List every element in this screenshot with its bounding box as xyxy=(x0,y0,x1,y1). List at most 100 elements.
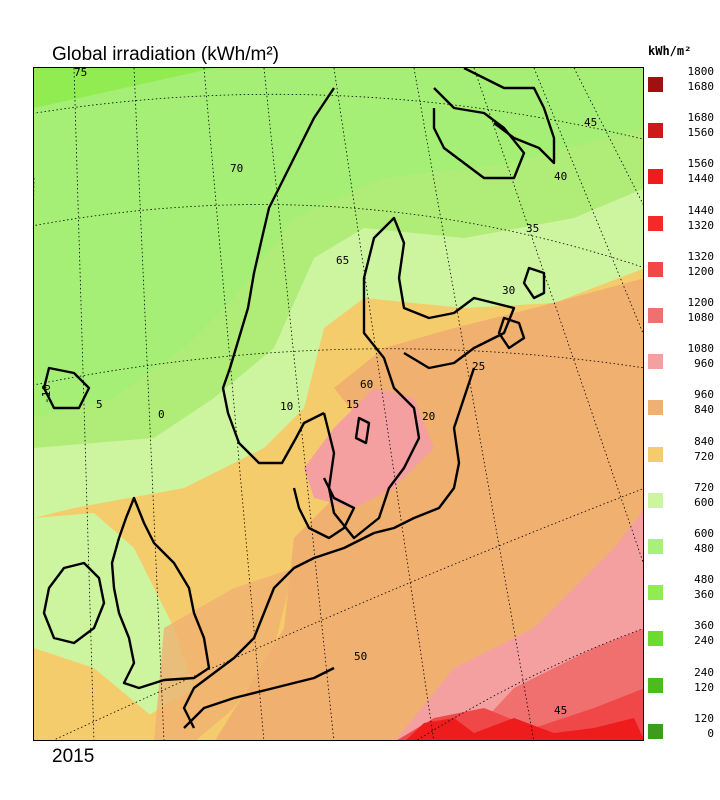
graticule xyxy=(34,68,643,740)
zone-480-600 xyxy=(34,68,643,478)
lat-label-50: 50 xyxy=(354,650,367,663)
coast-norway xyxy=(221,87,335,465)
coast-germany-netherlands xyxy=(182,531,375,729)
lon-5 xyxy=(73,68,95,740)
legend-upper-value: 1320 xyxy=(687,249,715,263)
legend-swatch xyxy=(648,631,663,647)
legend-upper-value: 240 xyxy=(694,665,714,679)
legend-lower-value: 1680 xyxy=(687,80,715,93)
coast-sweden-finland xyxy=(322,216,516,540)
lat-70 xyxy=(34,93,643,140)
legend-upper-value: 840 xyxy=(694,434,714,448)
lat-label-70: 70 xyxy=(230,162,243,175)
legend-upper-value: 480 xyxy=(694,573,714,587)
lon-label-m10: -10 xyxy=(40,384,53,404)
legend-lower-value: 720 xyxy=(694,449,714,463)
lon-20 xyxy=(333,68,435,740)
coast-ireland xyxy=(42,561,106,645)
graticule-labels: 75 70 65 60 50 45 40 45 -10 5 0 10 15 20… xyxy=(40,68,597,717)
legend-item: 840 720 xyxy=(646,434,718,476)
lon-label-20: 20 xyxy=(422,410,435,423)
legend-swatch xyxy=(648,723,663,739)
legend-upper-value: 1440 xyxy=(687,203,715,217)
zone-720-840 xyxy=(34,648,191,740)
legend-item: 1080 960 xyxy=(646,343,718,383)
legend-lower-value: 360 xyxy=(694,588,714,602)
legend-item: 720 600 xyxy=(646,481,718,522)
legend-swatch xyxy=(648,539,663,554)
legend-swatch xyxy=(648,354,663,370)
coast-great-britain xyxy=(110,496,211,690)
legend-swatch xyxy=(648,123,663,139)
lon-15 xyxy=(263,68,335,740)
lat-label-45: 45 xyxy=(554,704,567,717)
legend-item: 360 240 xyxy=(646,620,718,660)
lon-0 xyxy=(133,68,165,740)
legend-swatch xyxy=(648,308,663,323)
lat-label-40: 40 xyxy=(554,170,567,183)
coastlines xyxy=(42,68,556,729)
coast-lake-ladoga xyxy=(497,316,526,350)
legend-lower-value: 1080 xyxy=(687,311,715,324)
legend-lower-value: 600 xyxy=(694,495,714,509)
map-svg: 75 70 65 60 50 45 40 45 -10 5 0 10 15 20… xyxy=(34,68,643,740)
legend-upper-value: 600 xyxy=(694,527,714,540)
irradiation-field xyxy=(34,68,643,740)
lat-label-65: 65 xyxy=(336,254,349,267)
legend-swatch xyxy=(648,400,663,416)
legend-swatch xyxy=(648,492,663,508)
legend-unit: kWh/m² xyxy=(648,44,692,58)
coast-gotland xyxy=(354,416,371,445)
coast-kola-white-sea xyxy=(432,87,526,180)
legend-lower-value: 240 xyxy=(694,634,714,648)
legend-upper-value: 1800 xyxy=(687,65,715,78)
lon-label-25: 25 xyxy=(472,360,485,373)
zone-600-720 xyxy=(34,188,643,518)
legend-swatch xyxy=(648,169,663,185)
coast-baltic-east xyxy=(373,367,476,535)
legend-item: 120 0 xyxy=(646,711,718,753)
irradiation-map: 75 70 65 60 50 45 40 45 -10 5 0 10 15 20… xyxy=(33,67,644,741)
legend-item: 240 120 xyxy=(646,665,718,707)
legend-lower-value: 840 xyxy=(694,403,714,417)
legend-swatch xyxy=(648,215,663,231)
legend: 1800 1680 1680 1560 1560 1440 1440 1320 1320 1200… xyxy=(646,66,718,746)
lat-label-75: 75 xyxy=(74,68,87,79)
lon-label-35: 35 xyxy=(526,222,539,235)
lon-10 xyxy=(203,68,265,740)
legend-swatch xyxy=(648,446,663,462)
lon-label-15: 15 xyxy=(346,398,359,411)
coast-iceland-fragment xyxy=(42,366,91,410)
legend-lower-value: 1440 xyxy=(687,172,715,186)
legend-upper-value: 1080 xyxy=(687,342,715,356)
legend-upper-value: 960 xyxy=(694,388,714,402)
legend-lower-value: 1200 xyxy=(687,264,715,278)
legend-item: 1200 1080 xyxy=(646,297,718,337)
legend-upper-value: 120 xyxy=(694,711,714,725)
legend-lower-value: 120 xyxy=(694,680,714,694)
legend-item: 960 840 xyxy=(646,389,718,429)
year-label: 2015 xyxy=(52,746,95,767)
legend-lower-value: 1320 xyxy=(687,218,715,232)
legend-swatch xyxy=(648,77,663,92)
legend-upper-value: 1560 xyxy=(687,157,715,171)
legend-lower-value: 480 xyxy=(694,542,714,555)
legend-item: 1440 1320 xyxy=(646,203,718,245)
lon-label-10: 10 xyxy=(280,400,293,413)
legend-upper-value: 1200 xyxy=(687,296,715,309)
legend-lower-value: 960 xyxy=(694,357,714,371)
legend-item: 1800 1680 xyxy=(646,66,718,106)
lat-50 xyxy=(53,488,643,740)
legend-item: 1320 1200 xyxy=(646,249,718,291)
lon-label-0: 0 xyxy=(158,408,165,421)
legend-swatch xyxy=(648,677,663,693)
coast-lake-onega xyxy=(522,266,546,300)
legend-item: 600 480 xyxy=(646,528,718,568)
lon-label-5: 5 xyxy=(96,398,103,411)
coast-bay-of-biscay xyxy=(183,666,335,729)
legend-swatch xyxy=(648,261,663,277)
legend-upper-value: 1680 xyxy=(687,111,715,125)
legend-swatch xyxy=(648,585,663,601)
zone-960-1080-baltic xyxy=(304,388,434,508)
legend-item: 1560 1440 xyxy=(646,158,718,198)
